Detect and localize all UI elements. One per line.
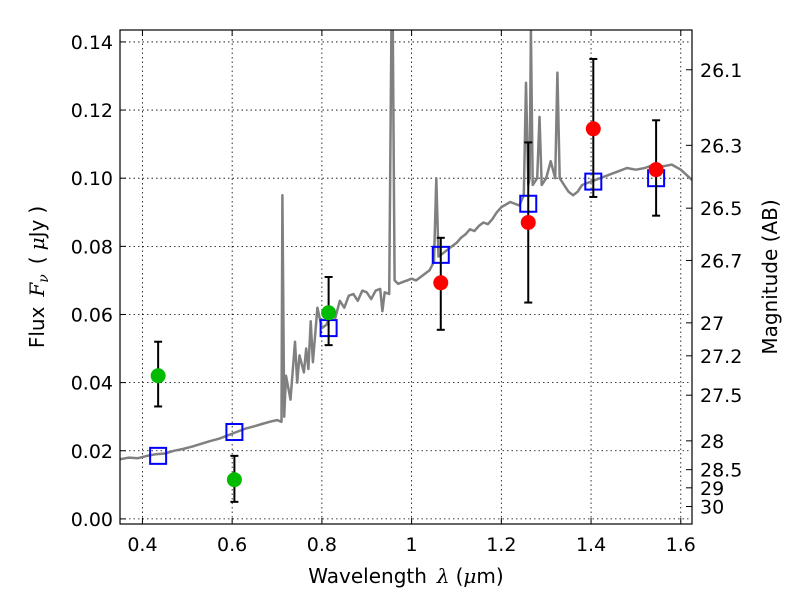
y-axis-label-mu: μ <box>25 237 49 250</box>
plot-area <box>120 30 692 503</box>
x-axis-label-unit: m) <box>476 564 503 588</box>
red-data-point <box>433 275 449 291</box>
y2-tick-label: 26.3 <box>700 135 742 157</box>
y2-tick-label: 27.5 <box>700 385 742 407</box>
x-tick-label: 1.2 <box>486 534 516 556</box>
x-tick-label: 1.6 <box>666 534 696 556</box>
y-axis-label-word: Flux <box>25 306 49 348</box>
y-tick-label: 0.04 <box>71 373 113 395</box>
x-axis-label: Wavelength λ (μm) <box>308 564 503 588</box>
y2-axis-label: Magnitude (AB) <box>758 199 782 354</box>
y-axis-label-unit: Jy <box>25 219 49 239</box>
x-tick-label: 0.4 <box>127 534 157 556</box>
x-axis-label-paren: ( <box>456 564 464 588</box>
y-tick-label: 0.02 <box>71 441 113 463</box>
y2-tick-label: 26.5 <box>700 198 742 220</box>
plot-frame <box>119 29 693 525</box>
y2-tick-label: 28 <box>700 431 724 453</box>
ticks: 0.4 0.6 0.8 1 1.2 1.4 1.6 0.00 0.02 0.04 0.06 0.08 0… <box>71 30 742 556</box>
spectrum-line <box>120 30 692 461</box>
x-tick-label: 0.8 <box>307 534 337 556</box>
y-tick-label: 0.12 <box>71 100 113 122</box>
y-tick-label: 0.08 <box>71 236 113 258</box>
y2-tick-label: 28.5 <box>700 460 742 482</box>
y2-tick-label: 26.7 <box>700 250 742 272</box>
y2-tick-label: 30 <box>700 497 724 519</box>
red-data-point <box>520 214 536 230</box>
y-tick-label: 0.00 <box>71 509 113 531</box>
grid <box>120 30 692 524</box>
x-tick-label: 1.4 <box>576 534 606 556</box>
y-tick-label: 0.06 <box>71 304 113 326</box>
x-tick-label: 1 <box>406 534 418 556</box>
green-data-point <box>226 472 242 488</box>
green-data-point <box>321 305 337 321</box>
green-data-point <box>150 368 166 384</box>
x-axis-label-word: Wavelength <box>308 564 427 588</box>
series-layer <box>120 30 692 503</box>
model-square-point <box>149 446 168 465</box>
model-square-point <box>225 423 244 442</box>
x-axis-label-lambda: λ <box>436 564 450 588</box>
y-axis-label-paren-open: ( <box>25 256 49 264</box>
y-tick-label: 0.14 <box>71 32 113 54</box>
red-data-point <box>585 121 601 137</box>
x-tick-label: 0.6 <box>217 534 247 556</box>
y-axis-label-F: F <box>25 282 49 298</box>
y-axis-label-paren-close: ) <box>25 206 49 214</box>
y-tick-label: 0.10 <box>71 168 113 190</box>
y2-tick-label: 29 <box>700 478 724 500</box>
y2-tick-label: 26.1 <box>700 60 742 82</box>
y-axis-label: Flux Fν ( μJy) <box>25 206 52 348</box>
y-axis-label-nu: ν <box>36 274 52 283</box>
x-axis-label-mu: μ <box>463 564 476 588</box>
y2-tick-label: 27 <box>700 313 724 335</box>
red-data-point <box>648 162 664 178</box>
y2-tick-label: 27.2 <box>700 346 742 368</box>
